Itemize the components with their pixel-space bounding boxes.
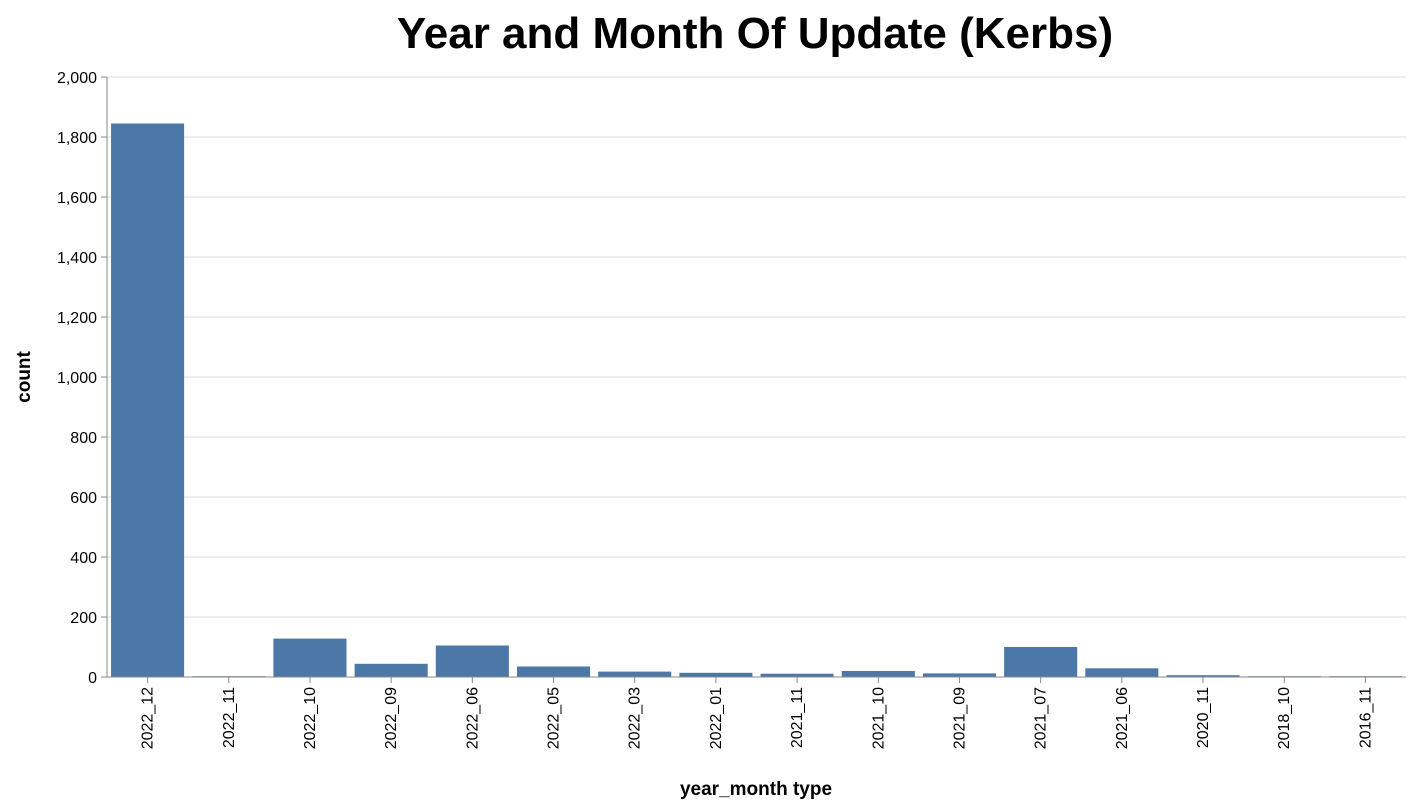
x-tick-label: 2021_11	[789, 687, 806, 748]
x-tick-label: 2021_07	[1033, 687, 1050, 749]
bars	[111, 123, 1402, 677]
chart-title: Year and Month Of Update (Kerbs)	[397, 9, 1113, 58]
y-tick-label: 1,000	[57, 370, 97, 387]
bar	[760, 673, 834, 677]
x-tick-label: 2020_11	[1195, 687, 1212, 748]
bar	[354, 663, 428, 677]
x-tick-label: 2022_10	[302, 687, 319, 749]
y-axis-title: count	[14, 350, 35, 402]
y-tick-label: 800	[70, 430, 97, 447]
y-tick-label: 1,800	[57, 130, 97, 147]
x-tick-label: 2018_10	[1276, 687, 1293, 749]
x-tick-label: 2021_06	[1114, 687, 1131, 749]
bar	[598, 671, 672, 677]
x-tick-label: 2016_11	[1357, 687, 1374, 748]
x-tick-label: 2021_09	[951, 687, 968, 749]
y-tick-label: 200	[70, 610, 97, 627]
y-tick-label: 1,400	[57, 250, 97, 267]
y-tick-label: 1,200	[57, 310, 97, 327]
x-tick-label: 2022_03	[627, 687, 644, 749]
x-tick-label: 2022_01	[708, 687, 725, 749]
x-tick-label: 2022_09	[383, 687, 400, 749]
y-tick-label: 2,000	[57, 70, 97, 87]
bar	[273, 638, 347, 677]
bar	[1085, 668, 1159, 677]
bar	[1166, 675, 1240, 677]
y-tick-label: 400	[70, 550, 97, 567]
bar	[841, 671, 915, 677]
x-tick-label: 2022_05	[546, 687, 563, 749]
bar	[679, 672, 753, 677]
y-tick-label: 1,600	[57, 190, 97, 207]
x-tick-label: 2022_06	[464, 687, 481, 749]
gridlines	[107, 76, 1406, 678]
x-tick-label: 2021_10	[870, 687, 887, 749]
bar	[516, 666, 591, 677]
x-tick-label: 2022_12	[140, 687, 157, 749]
y-tick-label: 600	[70, 490, 97, 507]
bar	[922, 673, 997, 677]
bar	[1004, 647, 1078, 677]
x-axis-ticks: 2022_12 2022_11 2022_10 2022_09 2022_06 2022_…	[140, 677, 1374, 749]
x-tick-label: 2022_11	[221, 687, 238, 748]
bar	[435, 645, 509, 677]
x-axis-title: year_month type	[680, 779, 832, 800]
y-axis-ticks: 0 200 400 600 800 1,000 1,200 1,400 1,600 1,800 2,…	[57, 70, 107, 687]
bar	[111, 123, 185, 677]
y-tick-label: 0	[88, 670, 97, 687]
